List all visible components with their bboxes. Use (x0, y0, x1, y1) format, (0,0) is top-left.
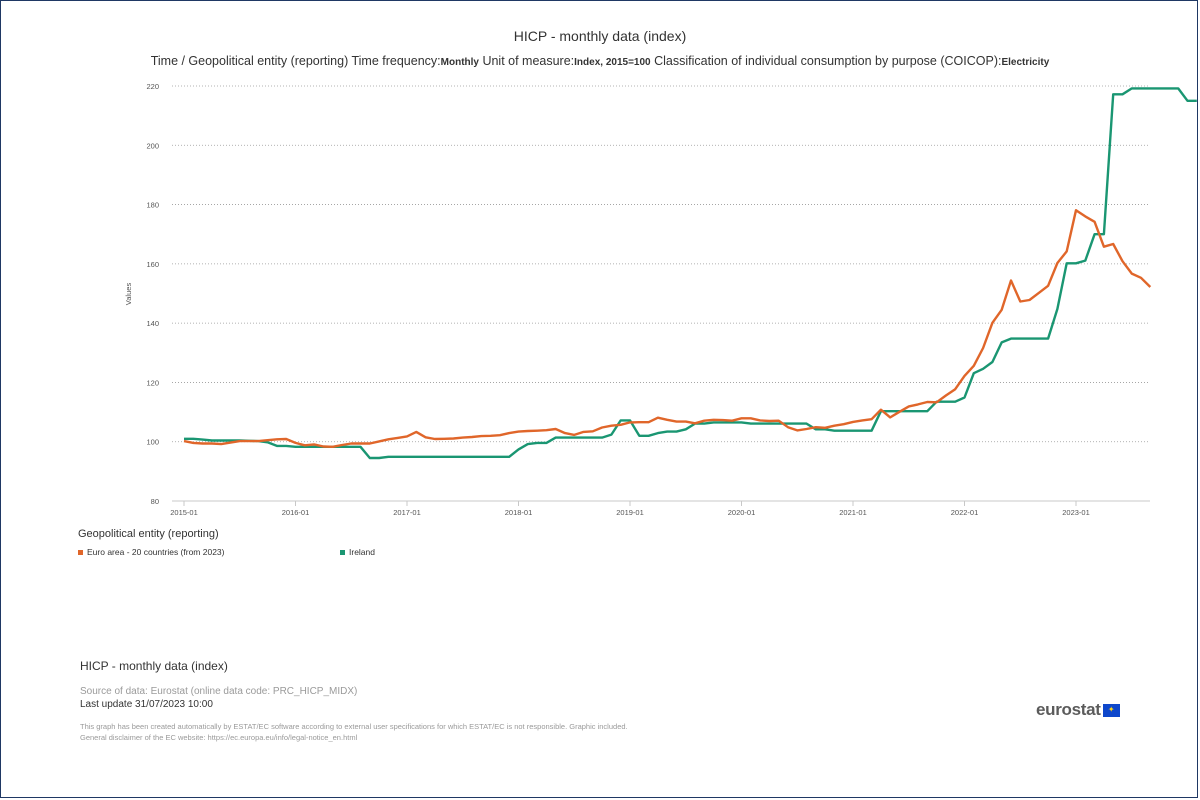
legend-label-ireland: Ireland (349, 547, 375, 557)
source-note: Source of data: Eurostat (online data co… (80, 686, 358, 697)
x-tick-label: 2021-01 (839, 508, 867, 517)
y-tick-label: 140 (146, 319, 159, 328)
series-line-euro-area (183, 208, 1152, 448)
x-tick-label: 2023-01 (1062, 508, 1090, 517)
chart-title: HICP - monthly data (index) (513, 28, 687, 44)
x-tick-label: 2019-01 (616, 508, 644, 517)
disclaimer-text: This graph has been created automaticall… (80, 722, 628, 731)
footer-title: HICP - monthly data (index) (80, 659, 228, 673)
eurostat-logo-text: eurostat (1036, 700, 1101, 719)
subtitle-coicop-label: Classification of individual consumption… (650, 54, 1002, 68)
subtitle-dimensions: Time / Geopolitical entity (reporting) T… (150, 54, 441, 68)
subtitle-frequency: Monthly (440, 57, 479, 68)
y-tick-label: 200 (146, 141, 159, 150)
series-line-ireland (184, 87, 1197, 460)
chart-subtitle: Time / Geopolitical entity (reporting) T… (0, 54, 1200, 68)
x-tick-label: 2016-01 (282, 508, 310, 517)
legend-swatch-ireland (340, 549, 345, 555)
legend-swatch-euro-area (78, 549, 83, 555)
x-tick-label: 2015-01 (170, 508, 198, 517)
x-tick-label: 2017-01 (393, 508, 421, 517)
subtitle-unit: Index, 2015=100 (574, 57, 651, 68)
y-tick-label: 120 (146, 378, 159, 387)
x-tick-label: 2020-01 (728, 508, 756, 517)
eu-flag-icon: ✦ (1102, 703, 1120, 717)
legend-item-ireland[interactable]: Ireland (340, 547, 375, 557)
legend-title: Geopolitical entity (reporting) (78, 528, 219, 540)
subtitle-coicop: Electricity (1001, 57, 1050, 68)
eurostat-logo[interactable]: eurostat ✦ (1036, 700, 1120, 720)
y-tick-label: 220 (146, 82, 159, 91)
legend-label-euro-area: Euro area - 20 countries (from 2023) (87, 547, 225, 557)
last-update: Last update 31/07/2023 10:00 (80, 699, 213, 710)
y-tick-label: 80 (151, 497, 159, 506)
x-tick-label: 2018-01 (505, 508, 533, 517)
y-tick-label: 100 (146, 438, 159, 447)
subtitle-unit-label: Unit of measure: (478, 54, 575, 68)
legend-item-euro-area[interactable]: Euro area - 20 countries (from 2023) (78, 547, 224, 557)
y-tick-label: 180 (146, 201, 159, 210)
x-tick-label: 2022-01 (951, 508, 979, 517)
y-axis-label: Values (124, 283, 133, 306)
disclaimer-link-text[interactable]: General disclaimer of the EC website: ht… (80, 733, 358, 742)
y-tick-label: 160 (146, 260, 159, 269)
